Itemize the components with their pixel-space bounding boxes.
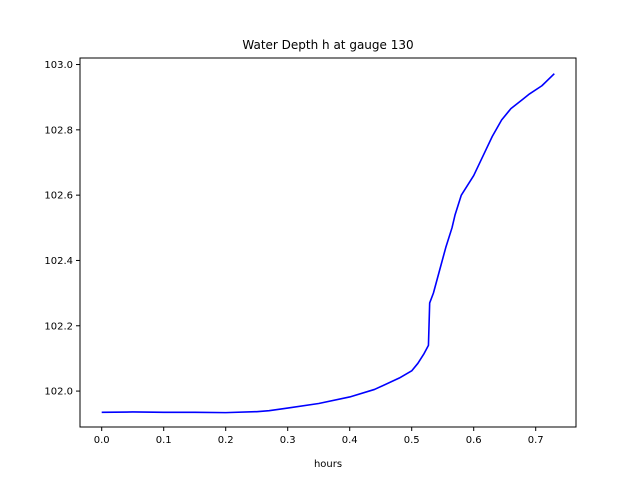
- y-tick-label: 102.4: [44, 256, 73, 267]
- series-line: [101, 73, 555, 414]
- plot-frame: [79, 57, 577, 428]
- x-tick-label: 0.7: [528, 435, 544, 446]
- x-axis: 0.0 0.1 0.2 0.3 0.4 0.5 0.6 0.7: [94, 427, 544, 446]
- x-tick-label: 0.4: [342, 435, 358, 446]
- chart-title: Water Depth h at gauge 130: [242, 38, 413, 52]
- y-tick-label: 102.2: [44, 321, 73, 332]
- y-tick-label: 103.0: [44, 60, 73, 71]
- x-tick-label: 0.5: [404, 435, 420, 446]
- x-tick-label: 0.6: [466, 435, 482, 446]
- y-tick-label: 102.0: [44, 387, 73, 398]
- x-tick-label: 0.1: [156, 435, 172, 446]
- y-axis: 102.0 102.2 102.4 102.6 102.8 103.0: [44, 60, 80, 398]
- x-tick-label: 0.0: [94, 435, 110, 446]
- x-tick-label: 0.2: [218, 435, 234, 446]
- x-tick-label: 0.3: [280, 435, 296, 446]
- plot-series: [101, 73, 555, 414]
- y-tick-label: 102.8: [44, 125, 73, 136]
- y-tick-label: 102.6: [44, 191, 73, 202]
- x-axis-label: hours: [314, 459, 342, 470]
